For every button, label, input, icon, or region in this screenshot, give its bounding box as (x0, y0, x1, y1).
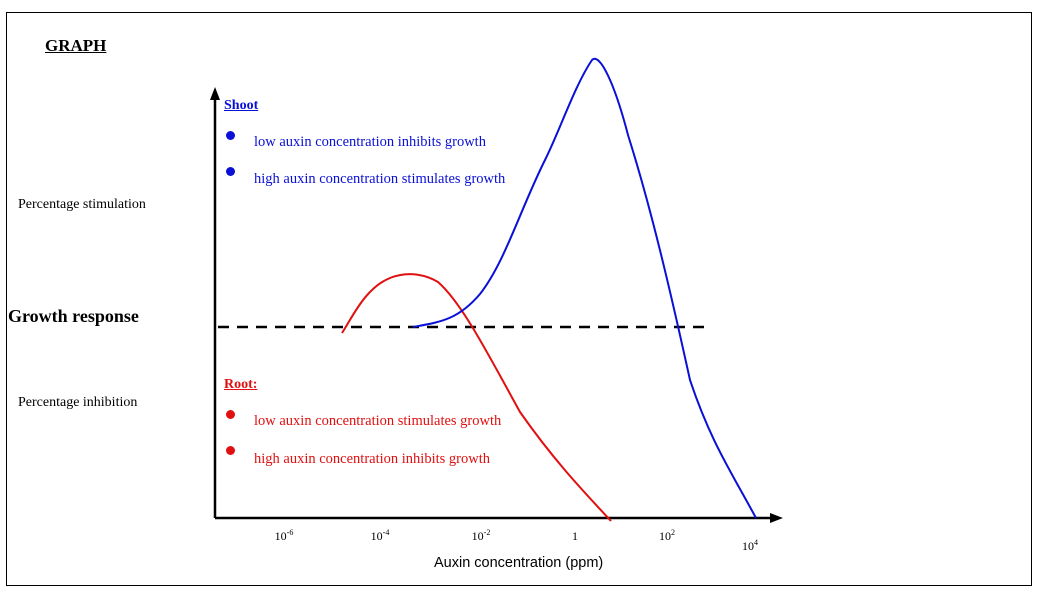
root-bullet-2 (226, 446, 235, 455)
shoot-bullet-2 (226, 167, 235, 176)
shoot-legend-item-1: low auxin concentration inhibits growth (254, 134, 486, 150)
shoot-curve (412, 57, 757, 519)
x-axis-label: Auxin concentration (ppm) (434, 555, 604, 571)
shoot-legend-title: Shoot (224, 98, 259, 113)
root-legend-title: Root: (224, 377, 258, 392)
x-tick-label: 10-6 (274, 528, 294, 543)
root-legend-item-1: low auxin concentration stimulates growt… (254, 413, 502, 429)
x-tick-label: 10-4 (370, 528, 390, 543)
x-axis-arrow (770, 513, 783, 523)
y-label-growth-response: Growth response (8, 306, 139, 326)
x-tick-label: 102 (659, 528, 675, 543)
shoot-legend-item-2: high auxin concentration stimulates grow… (254, 171, 506, 187)
root-legend-item-2: high auxin concentration inhibits growth (254, 451, 490, 467)
root-curve (341, 273, 612, 522)
y-label-stimulation: Percentage stimulation (18, 197, 146, 212)
figure-frame (6, 12, 1032, 586)
y-axis-arrow (210, 87, 220, 100)
x-tick-label: 104 (742, 538, 758, 553)
y-label-inhibition: Percentage inhibition (18, 395, 138, 410)
figure-heading: GRAPH (45, 36, 107, 55)
x-tick-label: 10-2 (471, 528, 491, 543)
shoot-bullet-1 (226, 131, 235, 140)
x-tick-label: 1 (572, 529, 578, 543)
root-bullet-1 (226, 410, 235, 419)
